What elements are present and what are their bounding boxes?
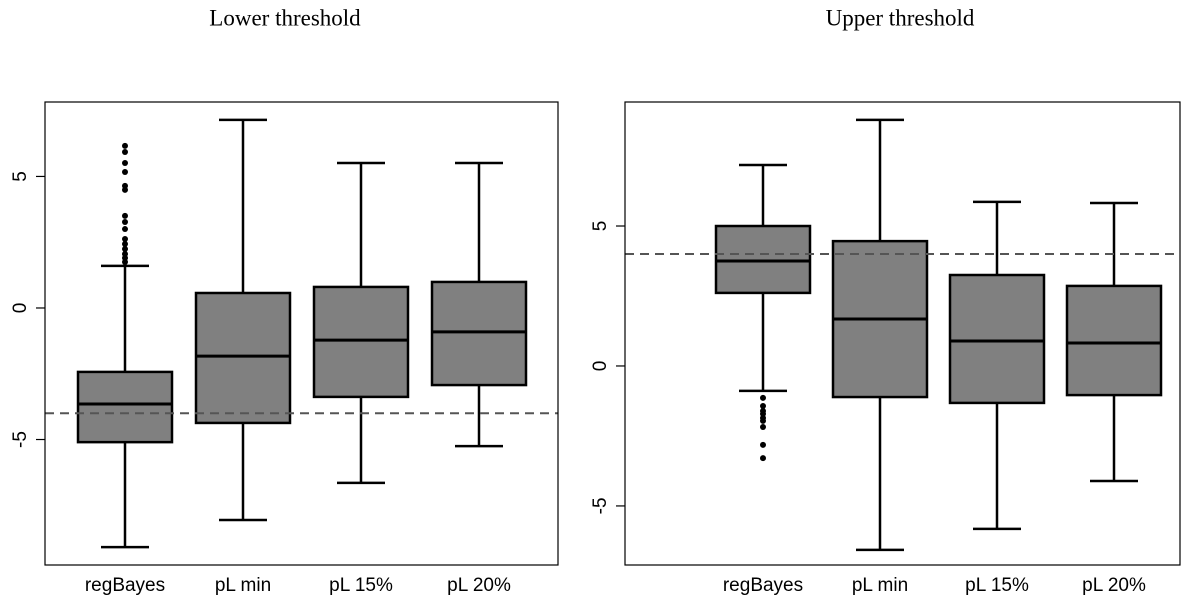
outlier [760,441,766,448]
chart-title: Upper threshold [826,5,975,30]
outlier [122,186,128,193]
outlier [122,142,128,149]
x-tick-label: pL 20% [447,575,511,596]
outlier [122,218,128,225]
y-tick-label: 0 [590,361,611,372]
x-tick-label: pL 15% [329,575,393,596]
y-tick-label: 5 [10,171,31,182]
y-tick-label: -5 [10,431,31,448]
outlier [122,241,128,248]
outlier [122,212,128,219]
chart-title: Lower threshold [209,5,361,30]
y-tick-label: 5 [590,221,611,232]
y-tick-label: 0 [10,303,31,314]
x-tick-label: pL min [215,575,271,596]
outlier [760,417,766,424]
box [714,224,812,295]
x-tick-label: pL 15% [965,575,1029,596]
outlier [122,168,128,175]
box [948,273,1046,405]
outlier [122,246,128,253]
box [194,291,292,425]
box [1065,284,1163,397]
x-tick-label: pL min [852,575,908,596]
outlier [760,423,766,430]
box [430,280,528,387]
outlier [760,403,766,410]
outlier [122,236,128,243]
box [312,285,410,399]
outlier [122,148,128,155]
plot-frame [624,101,1181,566]
y-tick-label: -5 [590,497,611,514]
plot-frame [44,101,559,566]
x-tick-label: pL 20% [1082,575,1146,596]
outlier [760,394,766,401]
outlier [760,410,766,417]
box [76,370,174,444]
outlier [122,258,128,265]
outlier [760,455,766,462]
outlier [122,226,128,233]
x-tick-label: regBayes [723,575,803,596]
outlier [122,160,128,167]
x-tick-label: regBayes [85,575,165,596]
